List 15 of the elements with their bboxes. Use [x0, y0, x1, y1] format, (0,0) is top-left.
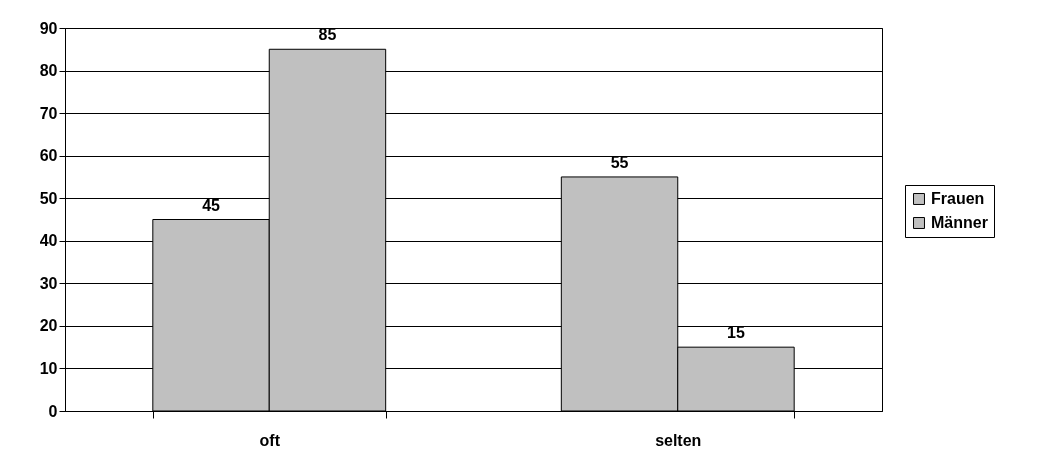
y-tick-label: 0: [48, 402, 58, 420]
data-label: 45: [202, 196, 221, 214]
y-tick-label: 80: [39, 62, 58, 80]
legend-label: Männer: [931, 214, 988, 231]
legend-label: Frauen: [931, 190, 985, 207]
y-tick-label: 60: [39, 147, 58, 165]
y-tick-label: 70: [39, 104, 58, 122]
x-tick-label: oft: [259, 431, 281, 449]
y-tick-label: 90: [39, 19, 58, 37]
y-tick-label: 40: [39, 232, 58, 250]
y-tick-label: 20: [39, 317, 58, 335]
x-tick-label: selten: [655, 431, 702, 449]
y-tick-label: 50: [39, 189, 58, 207]
y-tick-label: 30: [39, 274, 58, 292]
y-tick-label: 10: [39, 359, 58, 377]
